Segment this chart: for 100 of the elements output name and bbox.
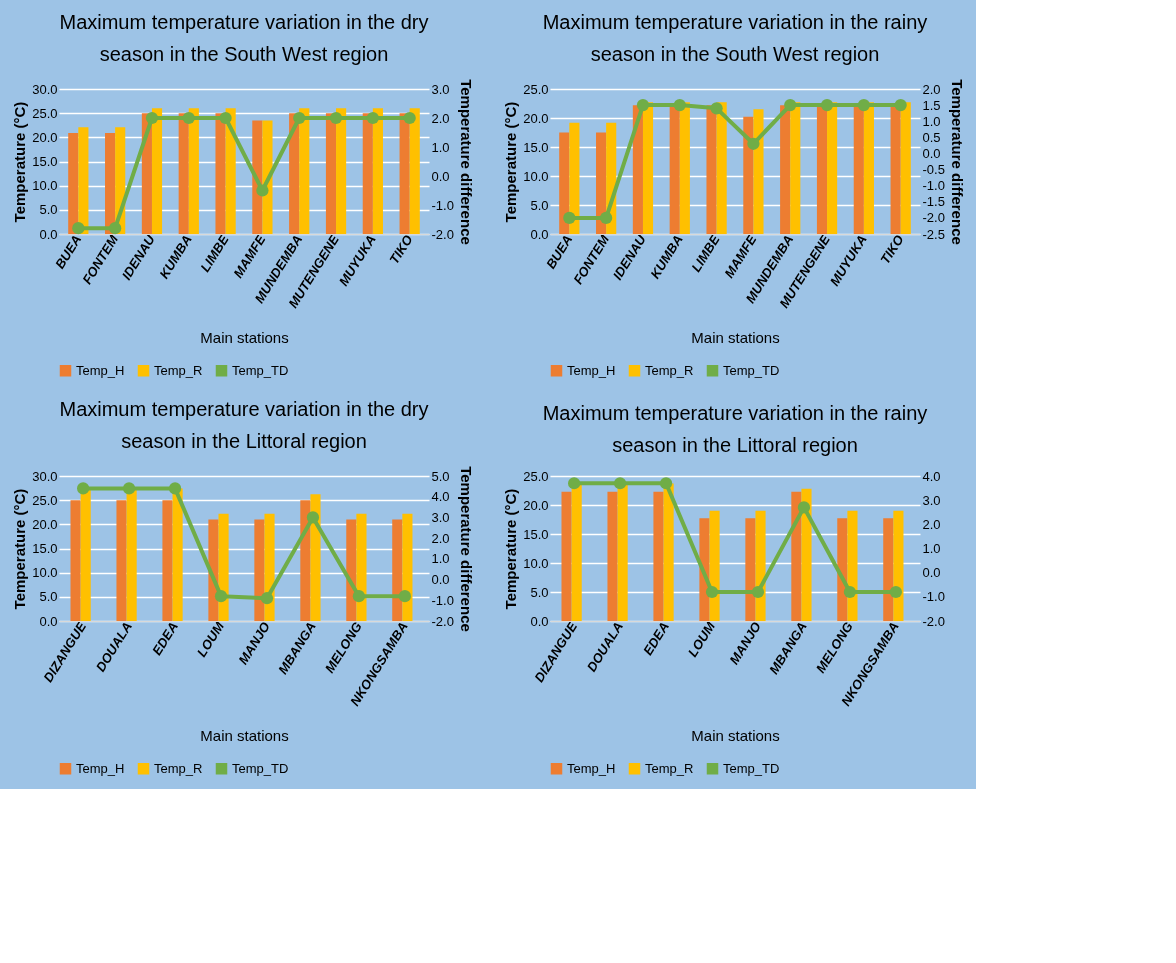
point xyxy=(168,482,182,495)
y-tick-label: 25.0 xyxy=(32,492,58,508)
point xyxy=(256,184,269,197)
y-tick-label: 20.0 xyxy=(32,516,58,532)
point xyxy=(889,585,902,599)
bar xyxy=(218,513,229,621)
y-tick-label: 20.0 xyxy=(523,110,549,126)
bar xyxy=(780,105,791,234)
bar xyxy=(791,491,802,621)
point xyxy=(182,111,195,125)
bar xyxy=(399,113,410,234)
bar xyxy=(80,488,91,621)
y-tick-label: 0.0 xyxy=(530,226,549,242)
y-tick-label: 20.0 xyxy=(523,497,549,513)
legend-label: Temp_TD xyxy=(232,362,289,378)
y2-tick-label: -1.0 xyxy=(922,178,945,194)
point xyxy=(705,585,719,599)
y2-tick-label: 0.0 xyxy=(922,565,941,581)
bar xyxy=(188,108,199,234)
bar xyxy=(653,491,664,621)
point xyxy=(710,102,723,115)
legend-label: Temp_R xyxy=(154,760,203,776)
bar xyxy=(254,519,265,621)
y2-tick-label: 2.0 xyxy=(431,530,450,546)
point xyxy=(568,477,581,490)
bar xyxy=(663,483,674,621)
point xyxy=(659,477,673,490)
point xyxy=(747,137,760,150)
bar xyxy=(596,132,607,234)
legend-label: Temp_H xyxy=(567,362,616,378)
bar xyxy=(68,132,79,234)
y-tick-label: 10.0 xyxy=(32,565,58,581)
y2-tick-label: -1.0 xyxy=(922,589,945,605)
bar xyxy=(336,108,347,234)
y2-tick-label: -2.0 xyxy=(922,613,945,629)
point xyxy=(109,222,122,235)
bar xyxy=(178,113,189,234)
bar xyxy=(372,108,383,234)
y-tick-label: 30.0 xyxy=(32,81,58,97)
legend-label: Temp_R xyxy=(154,362,203,378)
y2-tick-label: 3.0 xyxy=(431,81,450,97)
y-axis-title: Temperature (°C) xyxy=(11,488,29,610)
bar xyxy=(126,488,137,621)
y-tick-label: 0.0 xyxy=(39,226,58,242)
y2-tick-label: 0.0 xyxy=(431,168,450,184)
y2-tick-label: 2.0 xyxy=(922,516,941,532)
x-axis-title: Main stations xyxy=(691,726,780,744)
legend-label: Temp_R xyxy=(645,362,694,378)
point xyxy=(306,511,320,524)
y-tick-label: 15.0 xyxy=(32,541,58,556)
bar xyxy=(716,102,727,234)
y-tick-label: 20.0 xyxy=(32,129,58,145)
point xyxy=(403,111,416,125)
y2-tick-label: 1.0 xyxy=(431,551,450,567)
bar xyxy=(310,494,321,621)
bar xyxy=(356,513,367,621)
y-tick-label: 5.0 xyxy=(530,584,549,600)
y2-tick-label: -2.0 xyxy=(431,613,454,629)
bar xyxy=(105,132,116,234)
y2-tick-label: 1.0 xyxy=(431,139,450,155)
legend-label: Temp_H xyxy=(76,362,125,378)
chart-title: Maximum temperature variation in the dry season in the Littoral region xyxy=(59,397,429,452)
point xyxy=(260,592,274,605)
bar xyxy=(669,105,680,234)
bar xyxy=(883,518,894,621)
bar xyxy=(151,108,163,234)
legend-label: Temp_TD xyxy=(723,760,780,776)
bar xyxy=(571,483,582,621)
y-tick-label: 25.0 xyxy=(523,81,549,97)
y2-tick-label: -1.0 xyxy=(431,592,454,608)
bar xyxy=(853,105,864,234)
y2-tick-label: -2.0 xyxy=(431,226,454,242)
y-tick-label: 15.0 xyxy=(523,139,549,155)
y2-tick-label: 1.5 xyxy=(922,97,941,113)
legend-label: Temp_H xyxy=(567,760,616,776)
y2-tick-label: 1.0 xyxy=(922,113,941,129)
y2-tick-label: 0.5 xyxy=(922,129,941,145)
y-tick-label: 25.0 xyxy=(32,105,58,121)
bar xyxy=(801,488,812,621)
y-tick-label: 10.0 xyxy=(523,168,549,184)
bar xyxy=(900,102,911,234)
point xyxy=(219,111,232,125)
point xyxy=(820,99,834,112)
point xyxy=(600,211,613,224)
y2-tick-label: -0.5 xyxy=(922,162,945,178)
point xyxy=(122,482,136,495)
y2-tick-label: 4.0 xyxy=(431,489,450,505)
point xyxy=(673,99,686,112)
bar xyxy=(816,105,828,234)
bar xyxy=(172,488,183,621)
y2-tick-label: -2.0 xyxy=(922,210,945,226)
bar xyxy=(215,113,226,234)
y2-tick-label: 2.0 xyxy=(922,81,941,97)
bar xyxy=(362,113,373,234)
y2-tick-label: 3.0 xyxy=(922,492,941,508)
y-tick-label: 15.0 xyxy=(523,526,549,542)
bar xyxy=(709,510,720,621)
bar xyxy=(225,108,236,234)
chart-title: Maximum temperature variation in the rainy season in the Littoral region xyxy=(542,402,928,456)
bar xyxy=(402,513,413,621)
